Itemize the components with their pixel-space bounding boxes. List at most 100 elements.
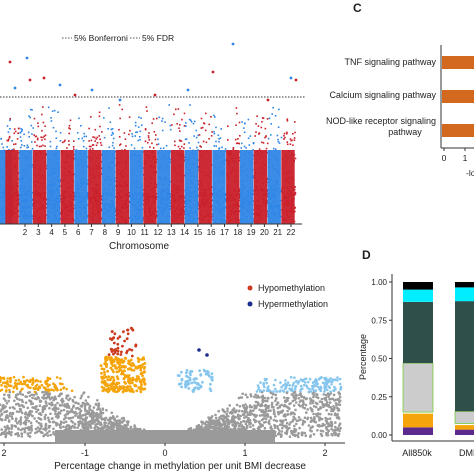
manhattan-point	[235, 107, 238, 109]
manhattan-outlier	[231, 42, 235, 46]
volcano-point	[290, 387, 294, 391]
manhattan-x-tick-label: 3	[36, 228, 41, 237]
manhattan-point	[32, 217, 34, 220]
volcano-point	[316, 402, 319, 406]
manhattan-point	[176, 123, 178, 125]
volcano-point	[21, 387, 24, 391]
volcano-point	[284, 379, 287, 382]
manhattan-point	[93, 136, 96, 139]
volcano-point	[275, 397, 278, 400]
manhattan-point	[276, 134, 279, 137]
volcano-point	[316, 396, 320, 400]
volcano-point	[110, 411, 114, 415]
manhattan-point	[277, 140, 280, 143]
volcano-point	[55, 388, 59, 392]
manhattan-point	[237, 142, 239, 144]
manhattan-point	[90, 139, 93, 142]
manhattan-point	[171, 124, 173, 126]
volcano-point	[332, 431, 336, 435]
manhattan-point	[189, 104, 191, 106]
volcano-point	[10, 426, 13, 430]
volcano-point	[105, 408, 108, 412]
volcano-point	[38, 412, 42, 415]
volcano-point	[71, 416, 75, 419]
volcano-point	[207, 416, 210, 419]
volcano-point	[43, 390, 46, 394]
volcano-point	[279, 410, 282, 414]
volcano-point	[50, 396, 54, 399]
volcano-point	[328, 401, 332, 404]
manhattan-point	[227, 125, 229, 127]
volcano-point	[303, 416, 307, 420]
manhattan-point	[257, 125, 260, 127]
volcano-point	[297, 380, 301, 384]
manhattan-point	[156, 117, 158, 120]
volcano-point	[28, 394, 32, 398]
manhattan-point	[11, 148, 13, 151]
manhattan-point	[159, 147, 162, 150]
manhattan-point	[29, 116, 31, 119]
volcano-point	[60, 392, 63, 396]
volcano-point	[256, 401, 260, 404]
volcano-point	[62, 425, 65, 429]
manhattan-x-tick-label: 11	[141, 228, 150, 237]
volcano-point	[285, 432, 289, 436]
manhattan-point	[94, 140, 96, 142]
manhattan-point	[18, 178, 20, 180]
volcano-point	[231, 419, 235, 423]
legend-fdr-label: 5% FDR	[142, 33, 174, 43]
manhattan-point	[16, 138, 19, 140]
manhattan-point	[224, 148, 227, 150]
manhattan-point	[100, 198, 103, 200]
volcano-point	[286, 396, 290, 400]
manhattan-point	[274, 115, 277, 117]
manhattan-x-tick-label: 15	[193, 228, 202, 237]
manhattan-point	[142, 194, 144, 197]
volcano-point	[332, 405, 335, 408]
manhattan-point	[45, 167, 48, 170]
manhattan-point	[6, 125, 9, 127]
volcano-point	[316, 429, 319, 432]
volcano-point	[255, 390, 259, 393]
manhattan-point	[261, 141, 263, 144]
volcano-point	[249, 410, 252, 413]
manhattan-point	[111, 144, 114, 147]
volcano-point	[258, 408, 261, 412]
volcano-point	[231, 423, 234, 427]
volcano-point	[195, 425, 199, 428]
manhattan-point	[215, 140, 217, 143]
volcano-point	[44, 423, 48, 427]
manhattan-point	[108, 107, 110, 109]
volcano-point	[306, 386, 309, 390]
volcano-point	[277, 412, 280, 416]
manhattan-point	[95, 138, 98, 140]
manhattan-point	[247, 118, 250, 121]
volcano-point	[35, 430, 39, 434]
manhattan-outlier	[28, 78, 32, 82]
volcano-point	[274, 415, 277, 418]
volcano-point	[7, 399, 10, 403]
manhattan-point	[220, 128, 222, 130]
manhattan-point	[203, 122, 205, 124]
volcano-point	[64, 420, 68, 424]
manhattan-point	[45, 153, 48, 155]
manhattan-point	[68, 143, 70, 146]
volcano-point	[50, 401, 54, 405]
manhattan-x-tick-label: 9	[116, 228, 121, 237]
manhattan-point	[103, 117, 105, 119]
volcano-point	[245, 424, 249, 428]
manhattan-point	[294, 191, 297, 194]
volcano-point	[60, 409, 63, 413]
manhattan-point	[82, 145, 85, 148]
manhattan-point	[13, 132, 15, 135]
manhattan-point	[85, 135, 88, 138]
volcano-point	[235, 403, 239, 407]
manhattan-chromosome-band	[115, 150, 130, 224]
manhattan-point	[238, 221, 241, 224]
manhattan-point	[73, 173, 75, 175]
manhattan-point	[119, 143, 122, 145]
manhattan-point	[221, 146, 223, 149]
manhattan-point	[243, 127, 245, 129]
volcano-point	[299, 399, 303, 402]
manhattan-point	[252, 175, 255, 177]
